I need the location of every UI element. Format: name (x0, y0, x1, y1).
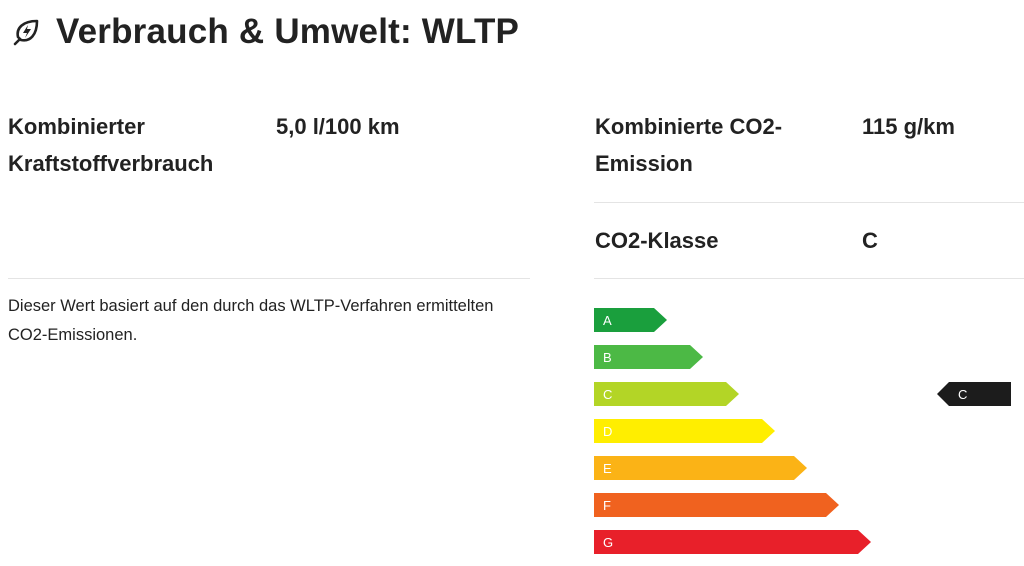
co2-label-line2: Emission (595, 151, 693, 176)
energy-class-a: A (594, 308, 667, 332)
energy-class-letter: C (603, 387, 612, 402)
leaf-lightning-icon (13, 19, 39, 46)
selected-marker-letter: C (958, 387, 967, 402)
energy-class-bar (594, 456, 807, 480)
right-divider-1 (594, 202, 1024, 203)
energy-class-d: D (594, 419, 775, 443)
energy-class-letter: A (603, 313, 612, 328)
energy-class-letter: F (603, 498, 611, 513)
wltp-note: Dieser Wert basiert auf den durch das WL… (8, 292, 538, 350)
energy-class-bar (594, 419, 775, 443)
fuel-label-line2: Kraftstoffverbrauch (8, 151, 214, 176)
co2-label-line1: Kombinierte CO2- (595, 114, 783, 139)
energy-class-b: B (594, 345, 703, 369)
note-line1: Dieser Wert basiert auf den durch das WL… (8, 297, 494, 315)
left-divider (8, 278, 530, 279)
co2-emission-label: Kombinierte CO2- Emission (595, 108, 782, 182)
fuel-consumption-label: Kombinierter Kraftstoffverbrauch (8, 108, 213, 182)
energy-class-g: G (594, 530, 871, 554)
energy-class-bar (594, 345, 703, 369)
section-header: Verbrauch & Umwelt: WLTP (10, 12, 519, 52)
fuel-label-line1: Kombinierter (8, 114, 145, 139)
energy-class-letter: G (603, 535, 613, 550)
energy-class-c: C (594, 382, 739, 406)
energy-class-bar (594, 308, 667, 332)
selected-marker-arrow (937, 382, 1011, 406)
co2-class-label: CO2-Klasse (595, 228, 719, 253)
energy-class-letter: D (603, 424, 612, 439)
energy-class-bar (594, 382, 739, 406)
energy-class-letter: B (603, 350, 612, 365)
energy-class-f: F (594, 493, 839, 517)
co2-emission-value: 115 g/km (862, 114, 955, 139)
energy-class-bar (594, 493, 839, 517)
co2-class-value: C (862, 228, 878, 253)
fuel-consumption-value: 5,0 l/100 km (276, 114, 400, 139)
energy-class-letter: E (603, 461, 612, 476)
energy-class-bar (594, 530, 871, 554)
note-line2: CO2-Emissionen. (8, 326, 138, 344)
energy-class-e: E (594, 456, 807, 480)
co2-efficiency-scale: A B C C D E F G (594, 308, 1011, 554)
page-title: Verbrauch & Umwelt: WLTP (56, 12, 520, 51)
selected-class-marker: C (937, 382, 1011, 406)
co2-efficiency-label: A B C C D E F G (594, 306, 1024, 564)
right-divider-2 (594, 278, 1024, 279)
